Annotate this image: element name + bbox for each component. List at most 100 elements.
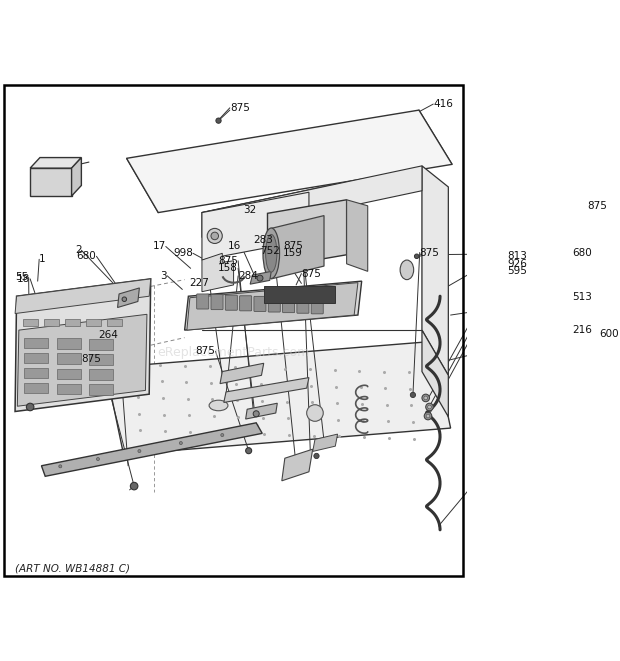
Circle shape — [257, 275, 263, 281]
Text: 32: 32 — [243, 204, 256, 215]
Bar — [24, 383, 48, 393]
Polygon shape — [118, 288, 140, 307]
Circle shape — [216, 118, 221, 124]
Text: 216: 216 — [573, 325, 593, 335]
Text: 998: 998 — [173, 249, 193, 258]
Text: 17: 17 — [153, 241, 166, 251]
Circle shape — [27, 403, 34, 410]
Text: 875: 875 — [420, 247, 440, 258]
Text: 2: 2 — [75, 245, 81, 255]
Polygon shape — [202, 253, 234, 292]
Circle shape — [410, 392, 415, 397]
Bar — [24, 368, 48, 378]
Text: 55: 55 — [16, 272, 29, 282]
Polygon shape — [347, 200, 368, 272]
FancyBboxPatch shape — [297, 298, 309, 313]
Text: 284: 284 — [238, 271, 258, 281]
Polygon shape — [126, 110, 452, 213]
Polygon shape — [30, 157, 81, 168]
Polygon shape — [220, 364, 264, 383]
Polygon shape — [272, 215, 324, 279]
Circle shape — [221, 434, 224, 436]
Circle shape — [211, 232, 218, 240]
Polygon shape — [105, 342, 451, 455]
Bar — [89, 354, 113, 365]
Circle shape — [414, 254, 419, 258]
Polygon shape — [224, 377, 309, 403]
Text: 875: 875 — [230, 103, 250, 113]
Circle shape — [138, 449, 141, 453]
Bar — [24, 353, 48, 364]
Polygon shape — [185, 281, 361, 330]
Circle shape — [426, 403, 433, 410]
Circle shape — [314, 453, 319, 459]
Bar — [56, 354, 81, 364]
Text: 875: 875 — [81, 354, 101, 364]
Text: 227: 227 — [190, 278, 210, 288]
Polygon shape — [15, 279, 151, 313]
Polygon shape — [15, 279, 151, 412]
Polygon shape — [71, 157, 81, 196]
Text: 18: 18 — [17, 274, 30, 284]
FancyBboxPatch shape — [311, 299, 323, 314]
Text: 680: 680 — [573, 249, 593, 258]
Bar — [65, 319, 80, 327]
Text: 875: 875 — [218, 256, 238, 266]
Circle shape — [253, 410, 259, 417]
Ellipse shape — [265, 235, 277, 272]
Text: 283: 283 — [253, 235, 273, 245]
Bar — [22, 319, 38, 327]
Circle shape — [307, 405, 323, 421]
Circle shape — [59, 465, 62, 468]
Bar — [89, 385, 113, 395]
Text: 595: 595 — [507, 266, 527, 276]
Text: 875: 875 — [588, 201, 608, 211]
Text: 813: 813 — [507, 251, 527, 261]
Circle shape — [424, 396, 428, 400]
FancyBboxPatch shape — [197, 294, 209, 309]
Bar — [56, 369, 81, 379]
FancyBboxPatch shape — [225, 295, 237, 310]
Text: 16: 16 — [228, 241, 241, 251]
Text: eReplacementParts.com: eReplacementParts.com — [157, 346, 310, 359]
Circle shape — [246, 447, 252, 453]
Text: 158: 158 — [218, 263, 238, 274]
Polygon shape — [422, 330, 448, 417]
Circle shape — [426, 414, 430, 418]
Text: 875: 875 — [301, 268, 321, 278]
Text: 264: 264 — [99, 330, 118, 340]
Circle shape — [428, 405, 432, 409]
Polygon shape — [250, 272, 272, 284]
Ellipse shape — [263, 228, 280, 278]
Circle shape — [422, 394, 430, 402]
Ellipse shape — [400, 260, 414, 280]
Polygon shape — [422, 166, 448, 375]
Polygon shape — [42, 423, 262, 477]
Bar — [89, 369, 113, 380]
Bar — [56, 338, 81, 349]
Circle shape — [207, 229, 223, 243]
Text: 3: 3 — [161, 271, 167, 281]
FancyBboxPatch shape — [239, 295, 252, 311]
Text: 159: 159 — [283, 249, 303, 258]
Text: (ART NO. WB14881 C): (ART NO. WB14881 C) — [15, 564, 130, 574]
Text: 875: 875 — [283, 241, 303, 251]
FancyBboxPatch shape — [211, 295, 223, 309]
Bar — [107, 319, 122, 327]
Text: 1: 1 — [39, 254, 46, 264]
Text: 680: 680 — [77, 251, 97, 261]
FancyBboxPatch shape — [283, 297, 294, 313]
Polygon shape — [202, 192, 309, 260]
Text: 752: 752 — [260, 246, 280, 256]
Bar — [43, 319, 59, 327]
FancyBboxPatch shape — [254, 296, 266, 311]
Polygon shape — [246, 403, 277, 419]
Ellipse shape — [209, 400, 228, 410]
Polygon shape — [282, 449, 312, 481]
Text: 416: 416 — [433, 99, 453, 109]
Bar — [89, 339, 113, 350]
Polygon shape — [30, 168, 71, 196]
Text: 513: 513 — [573, 292, 593, 302]
Circle shape — [179, 442, 182, 445]
Circle shape — [424, 412, 432, 420]
